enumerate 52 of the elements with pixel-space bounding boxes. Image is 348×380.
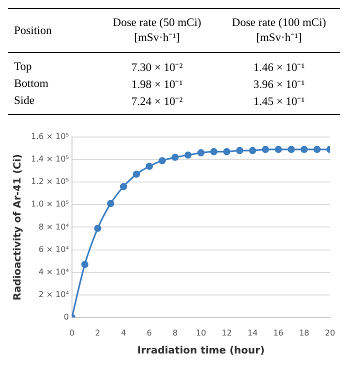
point: [184, 151, 192, 159]
x-tick-label: 4: [120, 328, 126, 338]
point: [172, 154, 179, 161]
point: [210, 148, 218, 156]
x-tick-label: 20: [324, 328, 336, 338]
text: 1.98 × 10⁻¹: [131, 79, 183, 91]
point: [274, 146, 282, 153]
point: [146, 162, 153, 170]
y-tick-label: 0: [64, 312, 69, 322]
y-tick-label: 8 × 10⁴: [38, 222, 69, 232]
x-tick-label: 12: [222, 328, 232, 338]
point: [223, 148, 230, 156]
point: [313, 146, 321, 153]
text: 7.24 × 10⁻²: [131, 96, 183, 108]
text: 1.46 × 10⁻¹: [253, 62, 305, 74]
x-tick-label: 14: [247, 328, 258, 338]
category-label: Bottom: [14, 78, 49, 90]
x-tick-label: 8: [172, 328, 178, 338]
point: [300, 146, 308, 153]
point: [236, 146, 244, 154]
x-tick-label: 16: [273, 328, 284, 338]
y-tick-label: 1.4 × 10⁵: [30, 154, 69, 164]
text: 7.30 × 10⁻²: [131, 62, 183, 74]
category-label: Side: [14, 94, 34, 106]
category-label: Dose rate (100 mCi) [mSv·h⁻¹]: [230, 16, 328, 46]
y-tick-label: 4 × 10⁴: [38, 267, 69, 276]
point: [262, 146, 270, 153]
x-tick-label: 2: [95, 328, 100, 338]
point: [94, 224, 102, 232]
point: [248, 146, 256, 154]
point: [120, 183, 128, 190]
y-tick-label: 6 × 10⁴: [38, 244, 69, 254]
y-tick-label: 1.6 × 10⁵: [30, 132, 69, 142]
x-tick-label: 6: [146, 328, 152, 338]
x-tick-label: 10: [196, 328, 206, 338]
text: 1.45 × 10⁻¹: [253, 96, 305, 108]
category-label: Dose rate (50 mCi) [mSv·h⁻¹]: [112, 16, 202, 46]
y-tick-label: 1.2 × 10⁵: [30, 177, 69, 186]
point: [81, 260, 88, 268]
x-axis-title: Irradiation time (hour): [137, 346, 265, 357]
point: [288, 146, 295, 153]
y-tick-label: 1.0 × 10⁵: [30, 200, 69, 209]
y-axis-title: Radioactivity of Ar-41 (Ci): [12, 154, 24, 300]
y-tick-label: 2 × 10⁴: [38, 290, 69, 299]
point: [158, 157, 166, 164]
text: Position: [13, 24, 53, 38]
point: [132, 170, 140, 178]
x-tick-label: 18: [299, 328, 310, 338]
text: 3.96 × 10⁻¹: [253, 79, 305, 91]
point: [197, 149, 205, 156]
point: [107, 200, 114, 208]
category-label: Top: [14, 60, 32, 72]
